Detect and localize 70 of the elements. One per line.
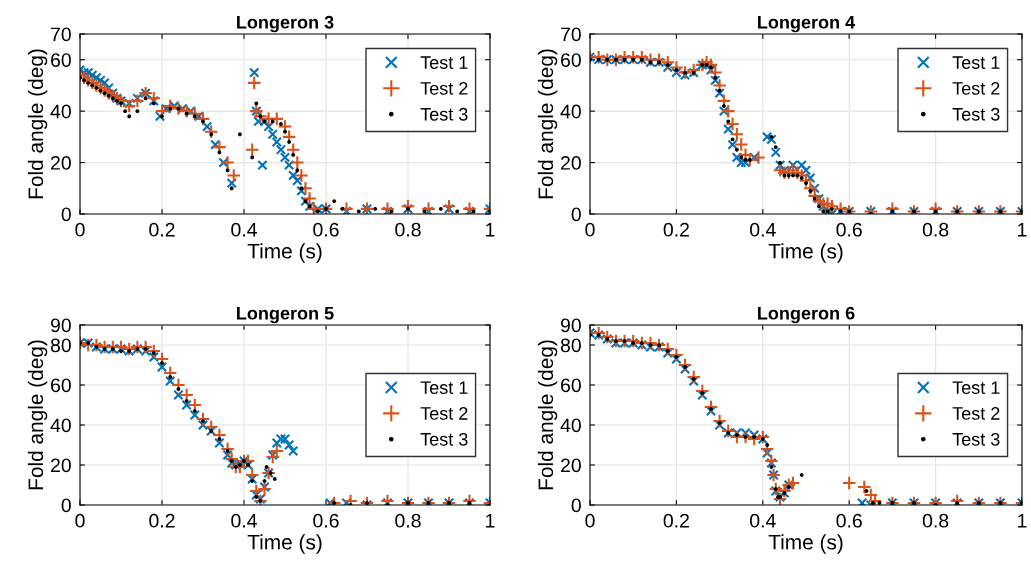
y-tick-label: 40	[50, 418, 71, 433]
y-tick-label: 20	[51, 458, 71, 473]
x-tick-label: 0.6	[836, 222, 862, 237]
x-tick-label: 0.8	[395, 222, 421, 237]
x-tick-label: 0	[75, 222, 85, 237]
legend-label: Test 1	[420, 381, 468, 394]
chart-title: Longeron 5	[237, 307, 334, 324]
x-tick-label: 0.2	[663, 513, 689, 528]
x-tick-label: 0.8	[922, 222, 949, 237]
x-tick-label: 0.6	[313, 513, 339, 528]
legend-label: Test 2	[420, 407, 468, 420]
legend-label: Test 1	[952, 381, 1000, 394]
legend-label: Test 2	[952, 82, 1000, 95]
y-axis-title: Fold angle (deg)	[27, 49, 48, 199]
x-tick-label: 0	[75, 513, 85, 528]
chart-title: Longeron 3	[237, 15, 334, 33]
y-tick-label: 90	[560, 318, 581, 333]
legend-label: Test 1	[952, 56, 1000, 69]
y-tick-label: 60	[561, 378, 581, 393]
y-tick-label: 60	[51, 53, 71, 67]
y-tick-label: 90	[50, 318, 71, 333]
y-tick-label: 70	[561, 27, 581, 42]
x-tick-label: 0.2	[149, 222, 175, 237]
y-axis-title: Fold angle (deg)	[537, 49, 558, 199]
legend-label: Test 2	[952, 407, 1000, 420]
y-axis-title: Fold angle (deg)	[537, 340, 558, 490]
legend-label: Test 2	[420, 82, 468, 95]
legend-label: Test 3	[952, 432, 1000, 446]
x-tick-label: 1	[1018, 514, 1027, 528]
y-tick-label: 40	[560, 104, 581, 119]
y-tick-label: 40	[560, 418, 581, 433]
y-tick-label: 60	[51, 378, 71, 393]
x-tick-label: 0.8	[922, 513, 949, 528]
x-tick-label: 0	[585, 513, 595, 528]
y-tick-label: 80	[560, 338, 581, 353]
y-tick-label: 70	[51, 27, 71, 42]
chart-title: Longeron 6	[758, 306, 855, 324]
legend-label: Test 1	[420, 56, 468, 69]
y-tick-label: 0	[571, 498, 581, 513]
x-tick-label: 0	[585, 222, 595, 237]
y-tick-label: 0	[61, 498, 71, 513]
x-tick-label: 0.6	[836, 513, 862, 528]
x-axis-title: Time (s)	[247, 534, 322, 554]
x-axis-title: Time (s)	[768, 243, 843, 263]
y-tick-label: 0	[61, 207, 71, 222]
x-tick-label: 1	[486, 223, 495, 237]
x-axis-title: Time (s)	[768, 534, 843, 554]
x-tick-label: 0.4	[231, 513, 257, 528]
x-tick-label: 1	[1018, 223, 1027, 237]
x-tick-label: 0.4	[231, 222, 257, 237]
y-tick-label: 20	[561, 458, 581, 473]
x-tick-label: 0.2	[663, 222, 689, 237]
legend-label: Test 3	[420, 432, 468, 446]
legend-label: Test 3	[420, 107, 468, 121]
x-tick-label: 0.2	[149, 513, 175, 528]
y-tick-label: 20	[51, 156, 71, 170]
legend-label: Test 3	[952, 107, 1000, 121]
y-tick-label: 80	[50, 338, 71, 353]
x-tick-label: 1	[486, 514, 495, 528]
chart-title: Longeron 4	[758, 16, 856, 33]
x-tick-label: 0.4	[750, 222, 776, 237]
y-tick-label: 20	[561, 156, 581, 170]
y-axis-title: Fold angle (deg)	[27, 340, 48, 490]
y-tick-label: 40	[50, 104, 71, 119]
x-tick-label: 0.8	[395, 513, 421, 528]
x-axis-title: Time (s)	[247, 243, 322, 263]
x-tick-label: 0.4	[750, 513, 776, 528]
y-tick-label: 0	[571, 207, 581, 222]
x-tick-label: 0.6	[313, 222, 339, 237]
y-tick-label: 60	[561, 53, 581, 67]
